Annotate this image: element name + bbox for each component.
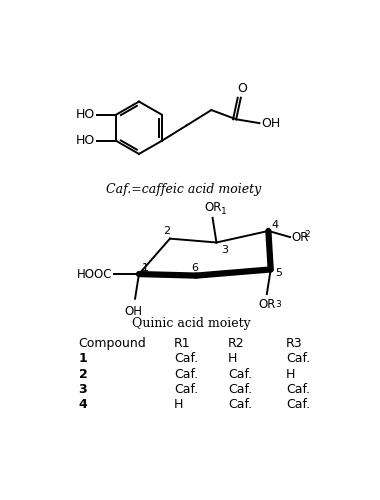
Text: Compound: Compound	[79, 337, 146, 350]
Text: OH: OH	[125, 305, 142, 318]
Text: R3: R3	[286, 337, 303, 350]
Text: 2: 2	[163, 226, 170, 236]
Text: R1: R1	[174, 337, 190, 350]
Text: Caf.: Caf.	[228, 398, 252, 411]
Text: Caf.: Caf.	[174, 352, 198, 366]
Text: HO: HO	[76, 108, 95, 121]
Text: Caf.: Caf.	[228, 383, 252, 396]
Text: 1: 1	[79, 352, 87, 366]
Text: Caf.: Caf.	[174, 368, 198, 380]
Text: Quinic acid moiety: Quinic acid moiety	[131, 317, 250, 330]
Text: H: H	[174, 398, 183, 411]
Text: 6: 6	[191, 263, 198, 273]
Text: 1: 1	[142, 263, 149, 273]
Text: Caf.: Caf.	[286, 398, 310, 411]
Text: R2: R2	[228, 337, 245, 350]
Text: Caf.: Caf.	[286, 383, 310, 396]
Text: OR: OR	[204, 201, 221, 214]
Text: Caf.: Caf.	[174, 383, 198, 396]
Text: 2: 2	[305, 230, 310, 239]
Text: HO: HO	[76, 134, 95, 147]
Text: OR: OR	[258, 298, 276, 311]
Text: Caf.=caffeic acid moiety: Caf.=caffeic acid moiety	[106, 183, 261, 196]
Text: 3: 3	[221, 245, 228, 255]
Text: HOOC: HOOC	[77, 268, 112, 280]
Text: 5: 5	[275, 268, 282, 278]
Text: 3: 3	[276, 300, 281, 309]
Text: 3: 3	[79, 383, 87, 396]
Text: 2: 2	[79, 368, 87, 380]
Text: 1: 1	[221, 208, 227, 216]
Text: 4: 4	[79, 398, 87, 411]
Text: Caf.: Caf.	[286, 352, 310, 366]
Text: 4: 4	[271, 220, 278, 230]
Text: Caf.: Caf.	[228, 368, 252, 380]
Text: H: H	[286, 368, 296, 380]
Text: H: H	[228, 352, 238, 366]
Text: OR: OR	[291, 230, 309, 243]
Text: OH: OH	[262, 116, 281, 130]
Text: O: O	[238, 82, 247, 96]
